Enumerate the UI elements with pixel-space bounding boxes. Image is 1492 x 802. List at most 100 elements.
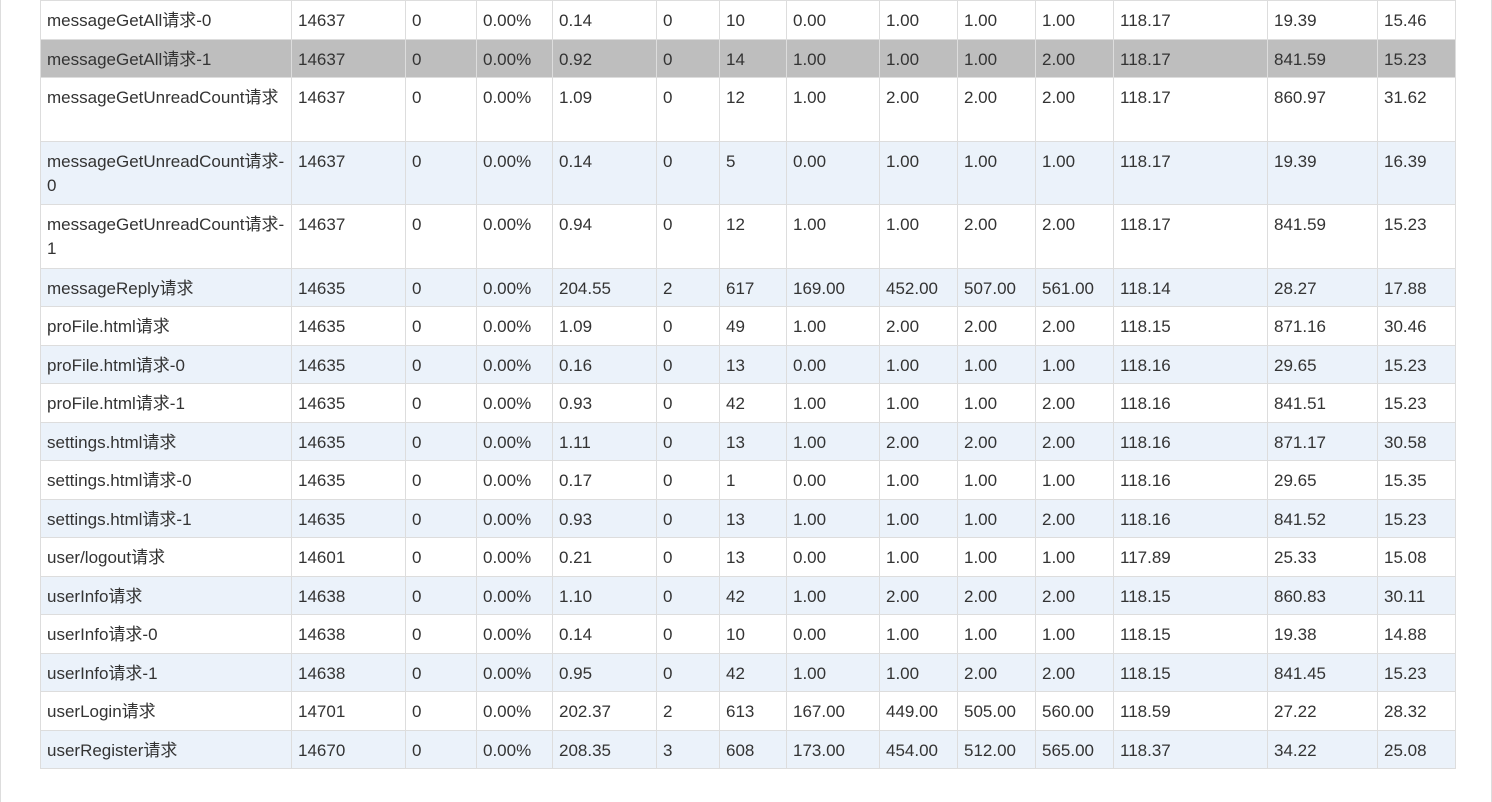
row-label-cell: messageGetAll请求-1	[40, 38, 292, 78]
table-cell: 0.00%	[476, 729, 553, 769]
table-cell: 1.00	[879, 498, 958, 538]
table-cell: 14638	[291, 575, 406, 615]
table-cell: 2.00	[957, 204, 1036, 269]
table-cell: 30.11	[1377, 575, 1456, 615]
table-cell: 1.00	[957, 460, 1036, 500]
table-cell: 512.00	[957, 729, 1036, 769]
table-cell: 860.97	[1267, 77, 1378, 142]
table-row[interactable]: messageReply请求 14635 0 0.00% 204.55 2 617 169.0…	[40, 267, 1456, 307]
table-cell: 0.00%	[476, 306, 553, 346]
table-cell: 1.00	[957, 614, 1036, 654]
row-label-cell: userInfo请求-0	[40, 614, 292, 654]
table-cell: 1.00	[1035, 614, 1114, 654]
table-row[interactable]: userInfo请求 14638 0 0.00% 1.10 0 42 1.00 2.00 2.00…	[40, 575, 1456, 615]
table-cell: 2.00	[879, 575, 958, 615]
table-cell: 1.00	[1035, 537, 1114, 577]
table-cell: 871.16	[1267, 306, 1378, 346]
table-row[interactable]: userLogin请求 14701 0 0.00% 202.37 2 613 167.00 44…	[40, 691, 1456, 731]
row-label-cell: messageReply请求	[40, 267, 292, 307]
table-cell: 118.16	[1113, 344, 1268, 384]
table-row[interactable]: proFile.html请求 14635 0 0.00% 1.09 0 49 1.00 2.00…	[40, 306, 1456, 346]
table-cell: 2.00	[879, 421, 958, 461]
table-cell: 0.93	[552, 383, 657, 423]
table-row[interactable]: userInfo请求-1 14638 0 0.00% 0.95 0 42 1.00 1.00 2.…	[40, 652, 1456, 692]
table-cell: 173.00	[786, 729, 880, 769]
table-row[interactable]: settings.html请求 14635 0 0.00% 1.11 0 13 1.00 2.0…	[40, 421, 1456, 461]
table-cell: 2.00	[1035, 38, 1114, 78]
table-cell: 617	[719, 267, 787, 307]
table-row[interactable]: settings.html请求-1 14635 0 0.00% 0.93 0 13 1.00 1…	[40, 498, 1456, 538]
table-cell: 2.00	[957, 306, 1036, 346]
table-cell: 0	[656, 460, 720, 500]
table-cell: 0	[405, 306, 477, 346]
table-cell: 0.95	[552, 652, 657, 692]
table-cell: 118.16	[1113, 383, 1268, 423]
row-label-cell: settings.html请求-1	[40, 498, 292, 538]
table-cell: 1.00	[879, 383, 958, 423]
table-cell: 1.10	[552, 575, 657, 615]
table-row[interactable]: proFile.html请求-0 14635 0 0.00% 0.16 0 13 0.00 1.…	[40, 344, 1456, 384]
table-cell: 118.16	[1113, 498, 1268, 538]
table-cell: 0.00	[786, 140, 880, 205]
table-row[interactable]: userRegister请求 14670 0 0.00% 208.35 3 608 173.0…	[40, 729, 1456, 769]
table-cell: 1.00	[1035, 140, 1114, 205]
table-cell: 0	[405, 537, 477, 577]
table-cell: 118.17	[1113, 77, 1268, 142]
table-cell: 0.00%	[476, 204, 553, 269]
table-cell: 204.55	[552, 267, 657, 307]
table-cell: 169.00	[786, 267, 880, 307]
table-row[interactable]: user/logout请求 14601 0 0.00% 0.21 0 13 0.00 1.00 1…	[40, 537, 1456, 577]
table-cell: 19.39	[1267, 140, 1378, 205]
table-cell: 49	[719, 306, 787, 346]
table-cell: 2.00	[1035, 204, 1114, 269]
table-cell: 1.00	[879, 537, 958, 577]
table-cell: 13	[719, 421, 787, 461]
table-cell: 0	[656, 421, 720, 461]
table-cell: 202.37	[552, 691, 657, 731]
table-cell: 0.14	[552, 140, 657, 205]
table-cell: 841.59	[1267, 204, 1378, 269]
table-cell: 15.23	[1377, 204, 1456, 269]
table-cell: 1.00	[786, 575, 880, 615]
table-cell: 0	[405, 140, 477, 205]
table-row[interactable]: messageGetAll请求-0 14637 0 0.00% 0.14 0 10 0.00 1…	[40, 0, 1456, 40]
table-cell: 15.23	[1377, 38, 1456, 78]
row-label-cell: messageGetAll请求-0	[40, 0, 292, 40]
table-cell: 1.00	[1035, 460, 1114, 500]
table-row[interactable]: messageGetUnreadCount请求 14637 0 0.00% 1.09 0 1…	[40, 77, 1456, 142]
table-cell: 15.46	[1377, 0, 1456, 40]
table-cell: 0	[656, 204, 720, 269]
table-cell: 2.00	[957, 652, 1036, 692]
table-cell: 0	[656, 614, 720, 654]
table-cell: 1.00	[879, 204, 958, 269]
table-row[interactable]: userInfo请求-0 14638 0 0.00% 0.14 0 10 0.00 1.00 1.…	[40, 614, 1456, 654]
table-cell: 42	[719, 575, 787, 615]
table-cell: 118.37	[1113, 729, 1268, 769]
table-cell: 14635	[291, 383, 406, 423]
table-cell: 0	[405, 0, 477, 40]
table-cell: 14.88	[1377, 614, 1456, 654]
table-cell: 0	[405, 267, 477, 307]
table-cell: 0.00	[786, 0, 880, 40]
table-row[interactable]: messageGetUnreadCount请求-1 14637 0 0.00% 0.94…	[40, 204, 1456, 269]
table-cell: 14637	[291, 140, 406, 205]
table-cell: 1.00	[786, 77, 880, 142]
table-row[interactable]: messageGetUnreadCount请求-0 14637 0 0.00% 0.14…	[40, 140, 1456, 205]
table-cell: 1	[719, 460, 787, 500]
table-row[interactable]: proFile.html请求-1 14635 0 0.00% 0.93 0 42 1.00 1.…	[40, 383, 1456, 423]
table-row[interactable]: settings.html请求-0 14635 0 0.00% 0.17 0 1 0.00 1.…	[40, 460, 1456, 500]
table-cell: 30.46	[1377, 306, 1456, 346]
table-cell: 0.00%	[476, 614, 553, 654]
table-cell: 2.00	[1035, 498, 1114, 538]
table-cell: 1.00	[786, 421, 880, 461]
table-cell: 561.00	[1035, 267, 1114, 307]
table-cell: 0	[405, 575, 477, 615]
table-cell: 0	[405, 460, 477, 500]
table-cell: 1.00	[957, 0, 1036, 40]
table-cell: 29.65	[1267, 460, 1378, 500]
table-row[interactable]: messageGetAll请求-1 14637 0 0.00% 0.92 0 14 1.00 1…	[40, 38, 1456, 78]
table-cell: 0.00%	[476, 691, 553, 731]
table-cell: 2.00	[1035, 383, 1114, 423]
table-cell: 1.00	[786, 498, 880, 538]
table-cell: 14635	[291, 267, 406, 307]
